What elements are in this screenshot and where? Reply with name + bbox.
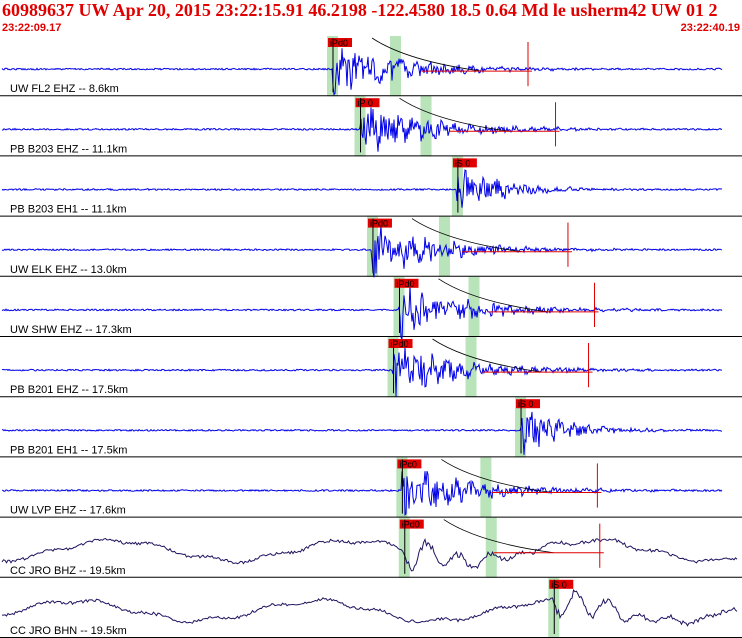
pick-window (485, 517, 497, 578)
seismic-trace (1, 225, 723, 278)
seismic-trace (1, 537, 738, 572)
travel-time-curve (371, 37, 483, 72)
seismic-trace (1, 285, 723, 340)
pick-label: iS 0 (518, 399, 534, 409)
seismic-trace (1, 411, 722, 455)
pick-window (438, 216, 450, 277)
pick-window (390, 36, 402, 97)
travel-time-curve (443, 519, 554, 554)
pick-flag (397, 459, 422, 469)
station-label: PB B201 EH1 -- 17.5km (10, 444, 127, 456)
station-label: CC JRO BHZ -- 19.5km (10, 565, 126, 577)
event-title: 60989637 UW Apr 20, 2015 23:22:15.91 46.… (2, 0, 718, 20)
pick-label: iP 0 (358, 98, 373, 108)
time-end-label: 23:22:40.19 (680, 22, 740, 34)
pick-flag (394, 278, 419, 288)
seismic-trace (1, 169, 723, 208)
seismic-trace (1, 107, 723, 152)
station-label: PB B203 EH1 -- 11.1km (10, 204, 127, 216)
seismic-trace (1, 48, 723, 96)
travel-time-curve (399, 97, 510, 132)
pick-label: iPd0 (370, 219, 388, 229)
pick-window (480, 457, 492, 518)
station-label: UW LVP EHZ -- 17.6km (10, 505, 126, 517)
pick-label: iPc0 (399, 459, 417, 469)
pick-flag (516, 399, 541, 409)
travel-time-curve (432, 338, 543, 373)
seismic-trace (1, 346, 722, 397)
pick-label: iPd0 (397, 279, 415, 289)
pick-flag (452, 158, 477, 168)
pick-window (420, 96, 432, 157)
pick-flag (328, 38, 353, 47)
pick-flag (549, 579, 574, 589)
seismic-trace (2, 589, 738, 627)
station-label: PB B203 EHZ -- 11.1km (10, 143, 127, 155)
station-label: UW SHW EHZ -- 17.3km (10, 324, 132, 336)
pick-flag (388, 339, 413, 348)
time-start-label: 23:22:09.17 (2, 22, 62, 34)
header-bar: 60989637 UW Apr 20, 2015 23:22:15.91 46.… (0, 0, 742, 36)
pick-flag (367, 218, 392, 228)
seismic-trace (1, 471, 723, 516)
travel-time-curve (438, 278, 549, 313)
station-label: UW ELK EHZ -- 13.0km (10, 264, 127, 276)
pick-label: iPd0 (391, 339, 409, 349)
pick-flag (399, 519, 424, 529)
pick-window (465, 337, 477, 398)
travel-time-curve (411, 218, 523, 253)
station-label: UW FL2 EHZ -- 8.6km (10, 83, 119, 95)
pick-flag (355, 98, 380, 108)
pick-window (468, 276, 480, 337)
seismogram-panel[interactable]: iPd0 UW FL2 EHZ -- 8.6km iP 0 PB B203 EHZ -… (0, 36, 742, 638)
pick-label: iS 0 (551, 580, 567, 590)
pick-label: iPd0 (402, 520, 420, 530)
station-label: PB B201 EHZ -- 17.5km (10, 384, 128, 396)
pick-label: iS 0 (455, 158, 471, 168)
station-label: CC JRO BHN -- 19.5km (10, 625, 127, 637)
travel-time-curve (441, 459, 552, 493)
pick-label: iPd0 (330, 38, 348, 48)
